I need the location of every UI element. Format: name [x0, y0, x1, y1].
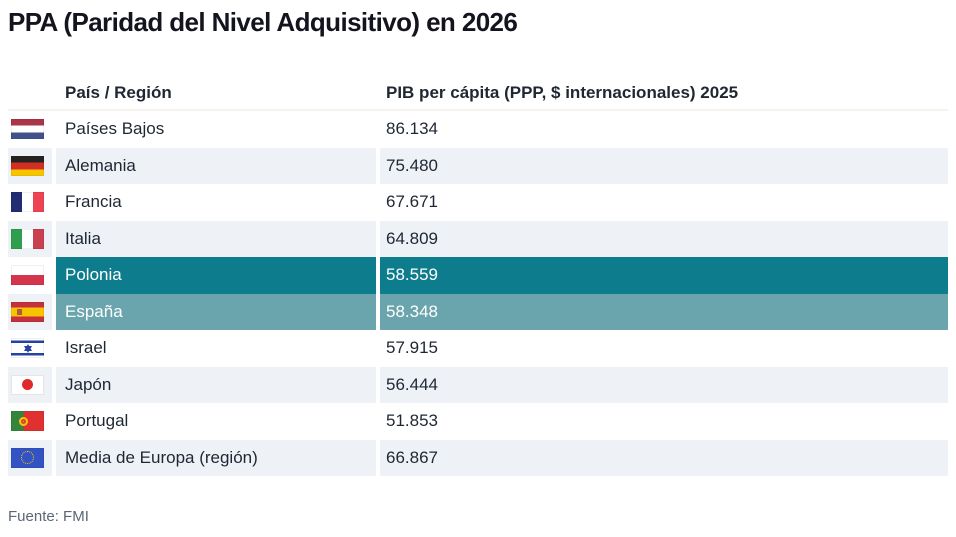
country-value: 75.480: [380, 147, 948, 184]
country-name: Países Bajos: [65, 119, 165, 139]
flag-germany-icon: [11, 155, 44, 176]
page: PPA (Paridad del Nivel Adquisitivo) en 2…: [8, 7, 948, 525]
flag-spain-icon: [11, 301, 44, 322]
flag-france-icon: [11, 192, 44, 213]
country-value: 64.809: [380, 220, 948, 257]
flag-cell: [8, 330, 52, 367]
country-name: España: [56, 293, 376, 330]
table-row: Alemania 75.480: [8, 147, 948, 184]
table-row: Polonia 58.559: [8, 257, 948, 294]
country-value: 67.671: [386, 192, 438, 212]
country-value: 58.559: [380, 257, 948, 294]
country-value: 86.134: [386, 119, 438, 139]
country-name: Japón: [56, 366, 376, 403]
flag-european-union-icon: [11, 447, 44, 468]
flag-cell: [8, 257, 52, 294]
page-title: PPA (Paridad del Nivel Adquisitivo) en 2…: [8, 7, 518, 37]
country-value: 51.853: [386, 411, 438, 431]
table-row: España 58.348: [8, 293, 948, 330]
country-name: Francia: [65, 192, 122, 212]
flag-cell: [8, 403, 52, 440]
column-header-country: País / Región: [65, 82, 172, 102]
flag-israel-icon: [11, 338, 44, 359]
country-name: Israel: [65, 338, 107, 358]
data-table: País / Región PIB per cápita (PPP, $ int…: [8, 76, 948, 476]
source-note: Fuente: FMI: [8, 508, 89, 525]
table-row: Portugal 51.853: [8, 403, 948, 440]
country-name: Alemania: [56, 147, 376, 184]
table-body: Países Bajos 86.134 Alemania 75.480 Fran…: [8, 111, 948, 476]
country-value: 58.348: [380, 293, 948, 330]
country-name: Media de Europa (región): [56, 439, 376, 476]
flag-netherlands-icon: [11, 119, 44, 140]
flag-cell: [8, 184, 52, 221]
table-row: Israel 57.915: [8, 330, 948, 367]
flag-japan-icon: [11, 374, 44, 395]
flag-cell: [8, 366, 52, 403]
country-name: Italia: [56, 220, 376, 257]
table-row: Italia 64.809: [8, 220, 948, 257]
table-header-row: País / Región PIB per cápita (PPP, $ int…: [8, 76, 948, 111]
flag-poland-icon: [11, 265, 44, 286]
country-name: Portugal: [65, 411, 129, 431]
flag-italy-icon: [11, 228, 44, 249]
column-header-value: PIB per cápita (PPP, $ internacionales) …: [386, 82, 739, 102]
flag-cell: [8, 439, 52, 476]
table-row: Japón 56.444: [8, 366, 948, 403]
country-value: 66.867: [380, 439, 948, 476]
flag-cell: [8, 293, 52, 330]
flag-portugal-icon: [11, 411, 44, 432]
table-row: Países Bajos 86.134: [8, 111, 948, 148]
country-name: Polonia: [56, 257, 376, 294]
table-row: Francia 67.671: [8, 184, 948, 221]
table-row: Media de Europa (región) 66.867: [8, 439, 948, 476]
flag-cell: [8, 220, 52, 257]
flag-cell: [8, 111, 52, 148]
country-value: 57.915: [386, 338, 438, 358]
flag-cell: [8, 147, 52, 184]
country-value: 56.444: [380, 366, 948, 403]
